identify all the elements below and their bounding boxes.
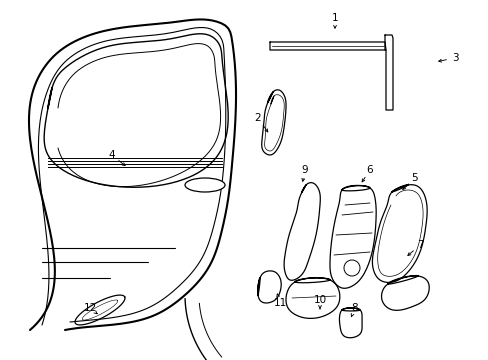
Text: 9: 9	[301, 165, 307, 175]
Text: 10: 10	[313, 295, 326, 305]
Polygon shape	[381, 275, 428, 310]
Polygon shape	[284, 183, 320, 280]
Text: 2: 2	[254, 113, 261, 123]
Polygon shape	[384, 35, 392, 110]
Ellipse shape	[184, 178, 224, 192]
Text: 7: 7	[416, 240, 423, 250]
Polygon shape	[339, 308, 362, 338]
Polygon shape	[44, 34, 228, 187]
Text: 1: 1	[331, 13, 338, 23]
Polygon shape	[329, 185, 375, 288]
Polygon shape	[269, 42, 385, 50]
Text: 12: 12	[83, 303, 97, 313]
Text: 6: 6	[366, 165, 372, 175]
Polygon shape	[257, 271, 281, 303]
Text: 5: 5	[411, 173, 417, 183]
Text: 4: 4	[108, 150, 115, 160]
Text: 8: 8	[351, 303, 358, 313]
Polygon shape	[372, 185, 427, 283]
Polygon shape	[29, 19, 236, 330]
Polygon shape	[261, 90, 285, 155]
Text: 3: 3	[451, 53, 457, 63]
Polygon shape	[285, 278, 339, 318]
Polygon shape	[75, 295, 125, 325]
Text: 11: 11	[273, 298, 286, 308]
